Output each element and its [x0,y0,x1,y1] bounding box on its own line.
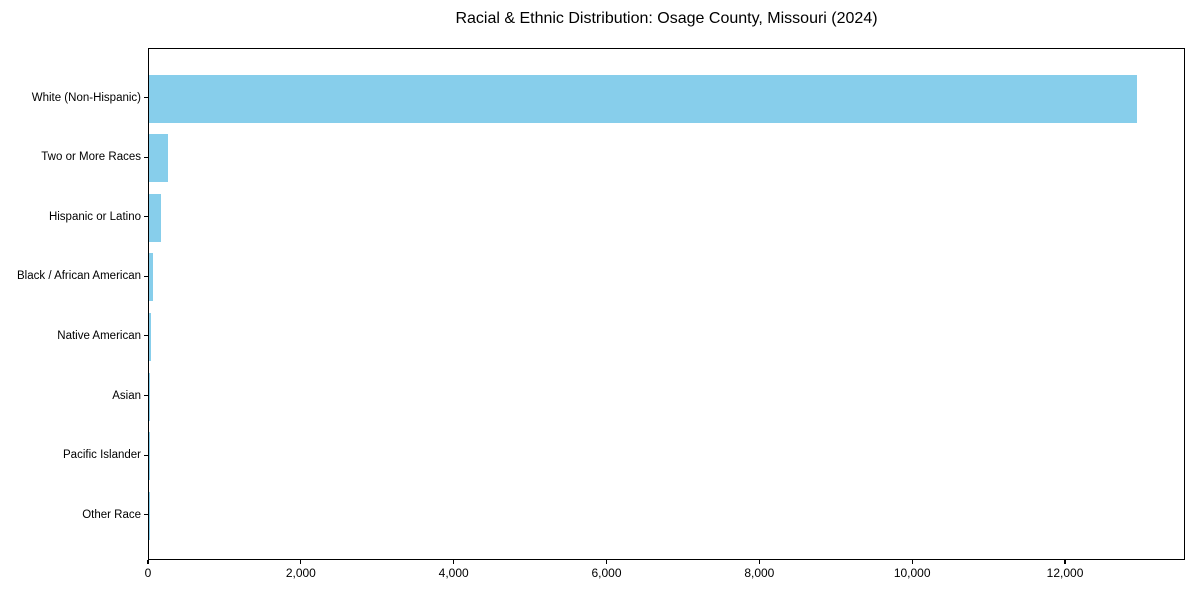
x-tick-label: 4,000 [438,566,469,580]
y-tick-mark [144,96,148,99]
y-tick-label: Asian [112,389,141,402]
plot-area [148,48,1185,560]
bar-hispanic-or-latino [149,193,162,242]
x-tick-mark [605,560,608,564]
y-tick-label: White (Non-Hispanic) [31,91,141,104]
bar-black-african-american [149,253,154,302]
y-tick-label: Native American [57,329,141,342]
bar-asian [149,372,151,421]
y-tick-label: Hispanic or Latino [48,210,141,223]
y-tick-label: Other Race [82,508,141,521]
y-tick-mark [144,394,148,397]
y-tick-label: Black / African American [17,270,141,283]
y-tick-label: Two or More Races [41,151,141,164]
y-tick-mark [144,454,148,456]
y-tick-mark [144,216,148,218]
bar-native-american [149,312,151,361]
x-tick-mark [911,560,913,564]
bar-two-or-more-races [149,134,169,183]
y-tick-mark [144,156,148,158]
y-tick-mark [144,275,148,277]
chart-title: Racial & Ethnic Distribution: Osage Coun… [455,10,878,27]
bar-white-non-hispanic [149,74,1138,123]
x-tick-mark [300,560,302,564]
y-tick-mark [144,514,148,516]
x-tick-mark [1064,560,1066,564]
x-tick-mark [453,560,455,564]
x-tick-label: 8,000 [744,566,775,580]
x-tick-label: 2,000 [285,566,316,580]
x-tick-label: 12,000 [1046,566,1084,580]
y-tick-label: Pacific Islander [63,449,141,462]
x-tick-label: 0 [144,566,152,580]
x-tick-mark [758,560,760,564]
x-tick-label: 6,000 [591,566,622,580]
x-tick-mark [147,560,149,564]
y-tick-mark [144,335,148,337]
x-tick-label: 10,000 [893,566,931,580]
